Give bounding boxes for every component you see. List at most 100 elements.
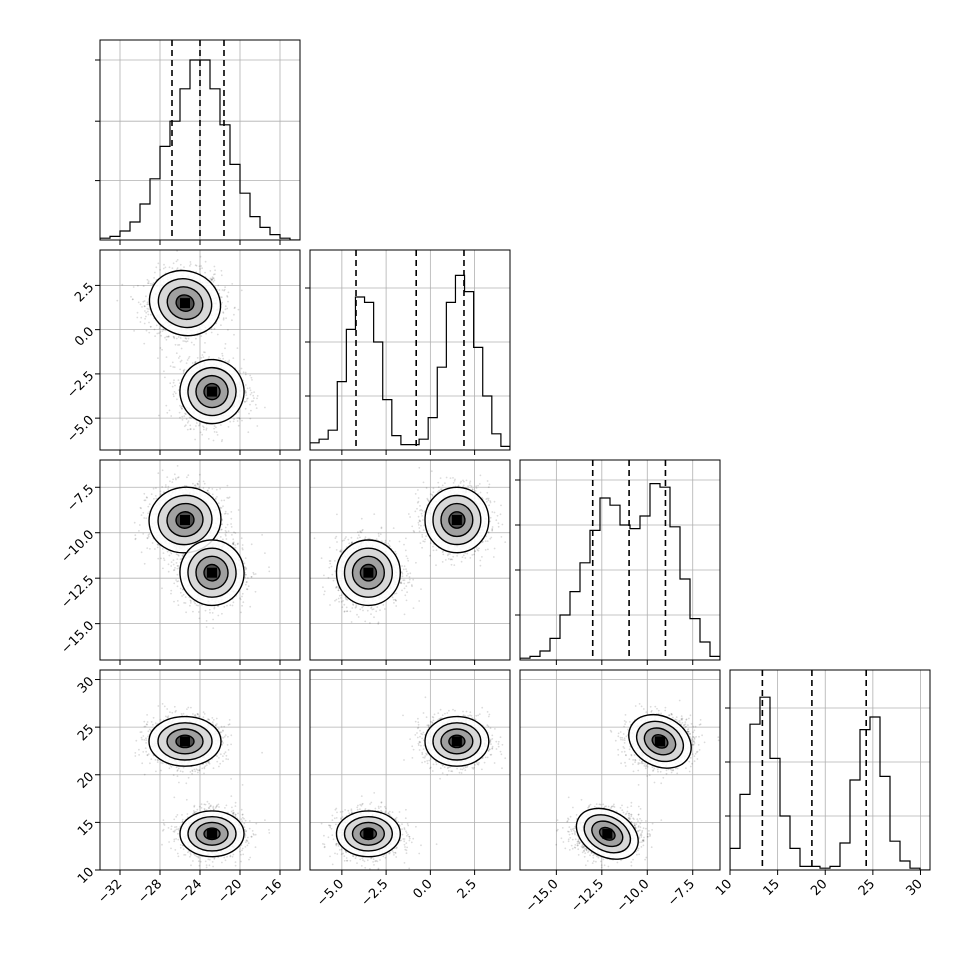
scatter-point — [146, 307, 149, 310]
histogram-1 — [310, 274, 510, 450]
scatter-point — [212, 281, 215, 283]
scatter-point — [190, 341, 193, 344]
scatter-point — [201, 433, 204, 436]
scatter-point — [143, 342, 146, 345]
scatter-point — [163, 263, 165, 266]
scatter-point — [157, 262, 160, 265]
scatter-point — [189, 602, 192, 604]
scatter-point — [159, 493, 162, 496]
scatter-point — [181, 405, 183, 408]
scatter-point — [215, 488, 218, 491]
scatter-point — [178, 355, 181, 358]
scatter-point — [157, 544, 159, 546]
scatter-point — [222, 312, 225, 314]
scatter-point — [171, 361, 174, 364]
scatter-point — [232, 538, 235, 541]
scatter-point — [184, 337, 187, 340]
scatter-point — [150, 493, 153, 496]
scatter-point — [153, 498, 155, 500]
scatter-point — [139, 506, 142, 509]
scatter-point — [179, 416, 181, 419]
scatter-point — [173, 336, 175, 338]
scatter-point — [167, 485, 170, 488]
scatter-point — [208, 487, 210, 490]
scatter-point — [200, 265, 203, 267]
scatter-point — [237, 308, 240, 311]
scatter-point — [212, 627, 215, 629]
scatter-point — [224, 360, 227, 362]
scatter-point — [222, 505, 224, 508]
scatter-point — [240, 537, 243, 540]
scatter-point — [221, 439, 224, 441]
scatter-point — [155, 497, 158, 500]
scatter-point — [180, 359, 183, 362]
scatter-point — [222, 357, 225, 360]
scatter-point — [181, 407, 183, 410]
scatter-point — [219, 357, 222, 360]
scatter-point — [221, 352, 224, 355]
scatter-point — [173, 379, 175, 382]
scatter-point — [185, 340, 188, 343]
scatter-point — [230, 511, 233, 513]
scatter-point — [186, 340, 189, 343]
scatter-point — [183, 340, 186, 342]
scatter-point — [172, 393, 175, 396]
scatter-point — [168, 409, 171, 412]
scatter-point — [174, 343, 177, 346]
scatter-point — [202, 425, 204, 427]
scatter-point — [246, 387, 249, 390]
scatter-point — [147, 534, 150, 536]
scatter-point — [192, 482, 194, 485]
scatter-point — [194, 264, 197, 266]
scatter-point — [151, 283, 154, 286]
scatter-point — [220, 424, 222, 426]
scatter-point — [149, 325, 152, 328]
scatter-point — [250, 543, 253, 546]
scatter-point — [152, 487, 155, 490]
scatter-point — [177, 357, 180, 359]
scatter-point — [252, 400, 255, 402]
scatter-point — [222, 538, 224, 541]
scatter-point — [239, 598, 242, 601]
scatter-point — [237, 411, 240, 413]
scatter-point — [226, 496, 229, 499]
scatter-point — [199, 255, 202, 258]
scatter-point — [187, 420, 190, 422]
scatter-point — [223, 289, 226, 292]
scatter-point — [172, 563, 175, 566]
scatter-point — [227, 530, 230, 533]
scatter-point — [223, 499, 226, 502]
scatter-point — [221, 518, 224, 521]
scatter-point — [168, 554, 171, 557]
scatter-point — [170, 589, 173, 592]
scatter-point — [163, 559, 166, 562]
scatter-point — [209, 270, 212, 272]
scatter-point — [188, 416, 191, 419]
scatter-point — [254, 573, 257, 575]
scatter-point — [177, 344, 179, 346]
scatter-point — [198, 423, 201, 426]
scatter-point — [176, 465, 179, 467]
scatter-point — [147, 303, 150, 305]
scatter-point — [172, 395, 175, 398]
scatter-point — [268, 570, 271, 573]
scatter-point — [164, 486, 167, 488]
scatter-point — [197, 604, 200, 607]
scatter-point — [227, 426, 230, 428]
scatter-point — [155, 324, 158, 327]
scatter-point — [176, 585, 179, 588]
scatter-point — [165, 356, 168, 358]
scatter-point — [236, 543, 239, 546]
scatter-point — [213, 327, 216, 330]
scatter-point — [220, 296, 223, 299]
scatter-point — [185, 611, 188, 614]
scatter-point — [159, 347, 162, 349]
scatter-point — [194, 361, 197, 364]
scatter-point — [261, 534, 263, 536]
scatter-point — [244, 373, 247, 376]
scatter-point — [148, 503, 151, 506]
density-peak — [180, 298, 190, 309]
scatter-point — [244, 400, 247, 403]
scatter-point — [240, 367, 243, 370]
scatter-point — [177, 379, 180, 381]
